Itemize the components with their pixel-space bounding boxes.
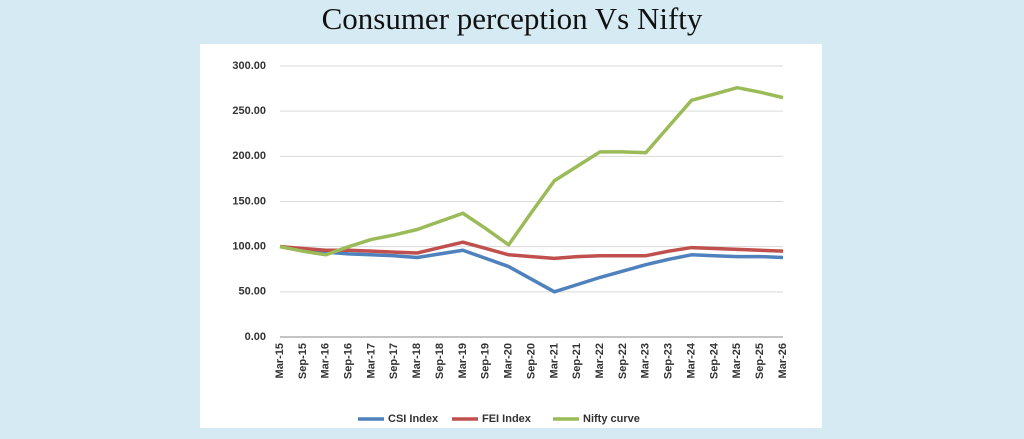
x-tick-label: Sep-15 <box>297 343 309 379</box>
x-tick-label: Mar-17 <box>365 343 377 378</box>
x-tick-label: Sep-19 <box>480 343 492 379</box>
x-tick-label: Mar-16 <box>320 343 332 378</box>
x-tick-label: Mar-23 <box>640 343 652 378</box>
x-tick-label: Mar-18 <box>411 343 423 378</box>
x-tick-label: Mar-24 <box>685 342 697 378</box>
y-tick-label: 250.00 <box>232 105 266 117</box>
x-tick-label: Sep-25 <box>754 343 766 379</box>
x-tick-label: Mar-19 <box>457 343 469 378</box>
x-tick-label: Sep-23 <box>663 343 675 379</box>
x-tick-label: Mar-22 <box>594 343 606 378</box>
x-tick-label: Mar-26 <box>777 343 789 378</box>
line-series <box>279 240 784 261</box>
x-tick-label: Sep-18 <box>434 343 446 379</box>
y-tick-label: 100.00 <box>232 241 266 253</box>
x-tick-label: Sep-17 <box>388 343 400 379</box>
x-tick-label: Mar-21 <box>548 343 560 378</box>
y-tick-label: 200.00 <box>232 150 266 162</box>
x-tick-label: Mar-25 <box>731 343 743 378</box>
x-tick-label: Sep-16 <box>342 343 354 379</box>
line-series <box>279 244 784 294</box>
x-tick-label: Mar-20 <box>503 343 515 378</box>
line-series <box>279 85 784 257</box>
y-tick-label: 0.00 <box>245 331 266 343</box>
y-tick-label: 150.00 <box>232 195 266 207</box>
plot-background <box>200 44 822 428</box>
legend-label: CSI Index <box>388 413 439 425</box>
x-tick-label: Sep-24 <box>708 342 720 379</box>
chart-title: Consumer perception Vs Nifty <box>322 1 703 36</box>
x-tick-label: Sep-21 <box>571 343 583 379</box>
y-tick-label: 50.00 <box>238 286 266 298</box>
legend-label: FEI Index <box>482 413 532 425</box>
x-tick-label: Sep-22 <box>617 343 629 379</box>
y-tick-label: 300.00 <box>232 60 266 72</box>
x-tick-label: Sep-20 <box>525 343 537 379</box>
x-tick-label: Mar-15 <box>274 343 286 378</box>
legend-label: Nifty curve <box>583 413 640 425</box>
